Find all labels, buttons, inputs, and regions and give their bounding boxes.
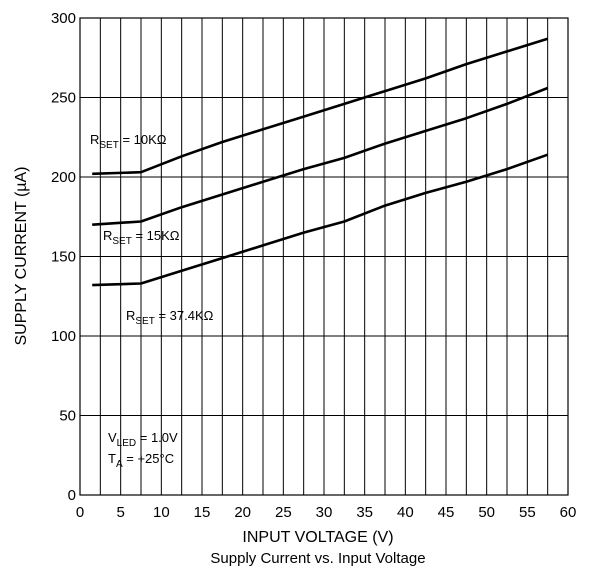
tick-labels: 0 5 10 15 20 25 30 35 40 45 50 55 60 0 50 100 150 200 250 3…	[51, 10, 576, 521]
x-tick-label: 10	[153, 504, 170, 521]
x-tick-label: 5	[116, 504, 124, 521]
condition-vled: VLED = 1.0V	[108, 430, 178, 449]
series-lines	[92, 37, 549, 287]
condition-rest: = 1.0V	[136, 430, 178, 445]
y-tick-label: 200	[51, 169, 76, 186]
series-label-main: R	[90, 132, 99, 147]
series-label-rset-37-4k: RSET = 37.4KΩ	[126, 308, 214, 327]
condition-sub: A	[116, 459, 123, 470]
condition-sub: LED	[117, 438, 136, 449]
x-tick-label: 55	[519, 504, 536, 521]
x-tick-label: 0	[76, 504, 84, 521]
x-tick-label: 40	[397, 504, 414, 521]
y-tick-label: 0	[68, 487, 76, 504]
y-tick-label: 300	[51, 10, 76, 27]
x-tick-label: 50	[478, 504, 495, 521]
series-label-rest: = 15KΩ	[132, 228, 180, 243]
x-tick-label: 20	[234, 504, 251, 521]
condition-main: T	[108, 451, 116, 466]
series-label-rest: = 37.4KΩ	[155, 308, 214, 323]
x-tick-label: 30	[316, 504, 333, 521]
y-tick-label: 50	[59, 408, 76, 425]
series-label-rset-10k: RSET = 10KΩ	[90, 132, 167, 151]
x-axis-title: INPUT VOLTAGE (V)	[242, 529, 393, 546]
x-tick-label: 15	[194, 504, 211, 521]
series-line-2	[92, 153, 549, 287]
x-tick-label: 25	[275, 504, 292, 521]
chart-caption: Supply Current vs. Input Voltage	[210, 550, 425, 567]
y-tick-label: 150	[51, 249, 76, 266]
y-tick-label: 250	[51, 90, 76, 107]
series-label-sub: SET	[112, 236, 131, 247]
series-label-sub: SET	[99, 140, 118, 151]
x-tick-label: 35	[356, 504, 373, 521]
condition-ta: TA = +25°C	[108, 451, 174, 470]
series-label-rset-15k: RSET = 15KΩ	[103, 228, 180, 247]
condition-rest: = +25°C	[123, 451, 174, 466]
condition-main: V	[108, 430, 117, 445]
series-label-rest: = 10KΩ	[119, 132, 167, 147]
y-tick-label: 100	[51, 328, 76, 345]
series-line-0	[92, 37, 549, 176]
grid	[80, 18, 568, 495]
series-label-main: R	[126, 308, 135, 323]
x-tick-label: 45	[438, 504, 455, 521]
series-line-1	[92, 86, 549, 226]
x-tick-label: 60	[560, 504, 577, 521]
series-label-sub: SET	[135, 316, 154, 327]
series-label-main: R	[103, 228, 112, 243]
y-axis-title: SUPPLY CURRENT (µA)	[13, 166, 30, 345]
plot-frame	[79, 17, 569, 496]
